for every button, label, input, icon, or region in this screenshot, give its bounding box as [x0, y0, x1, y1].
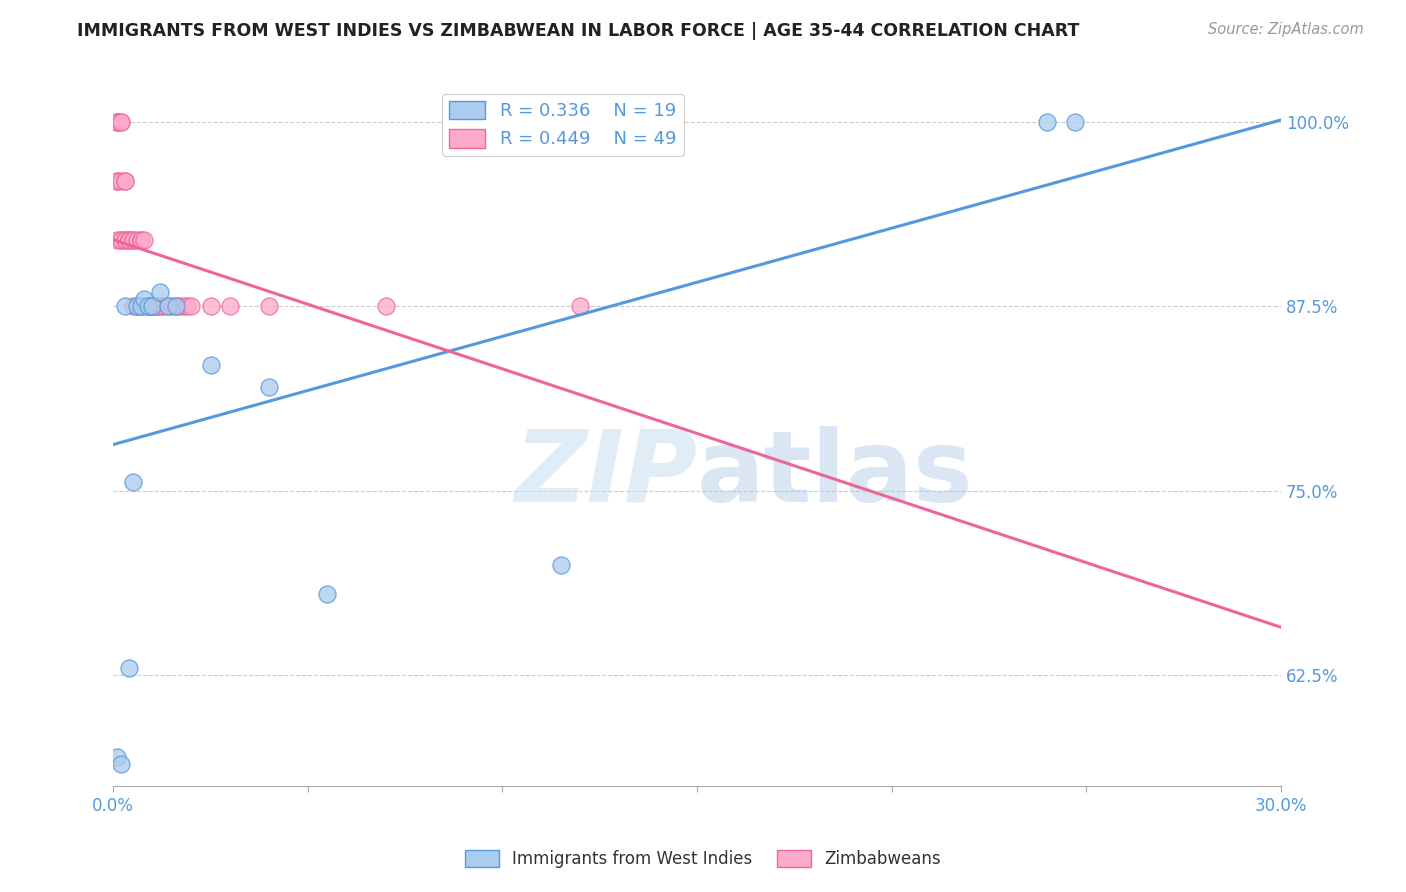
Legend: R = 0.336    N = 19, R = 0.449    N = 49: R = 0.336 N = 19, R = 0.449 N = 49	[441, 94, 683, 156]
Point	[172, 299, 194, 313]
Point	[118, 661, 141, 675]
Point	[129, 299, 152, 313]
Point	[105, 114, 128, 128]
Point	[105, 174, 128, 188]
Point	[156, 299, 179, 313]
Point	[105, 114, 128, 128]
Legend: Immigrants from West Indies, Zimbabweans: Immigrants from West Indies, Zimbabweans	[458, 843, 948, 875]
Point	[110, 756, 132, 771]
Point	[1036, 114, 1059, 128]
Point	[141, 299, 163, 313]
Point	[550, 558, 572, 572]
Point	[257, 380, 280, 394]
Point	[114, 233, 136, 247]
Point	[149, 285, 172, 299]
Point	[134, 292, 156, 306]
Point	[141, 299, 163, 313]
Point	[136, 299, 159, 313]
Point	[149, 299, 172, 313]
Point	[121, 299, 143, 313]
Point	[118, 233, 141, 247]
Point	[129, 233, 152, 247]
Point	[136, 299, 159, 313]
Point	[110, 233, 132, 247]
Point	[257, 299, 280, 313]
Point	[156, 299, 179, 313]
Point	[374, 299, 396, 313]
Text: ZIP: ZIP	[515, 425, 697, 523]
Point	[125, 299, 148, 313]
Text: IMMIGRANTS FROM WEST INDIES VS ZIMBABWEAN IN LABOR FORCE | AGE 35-44 CORRELATION: IMMIGRANTS FROM WEST INDIES VS ZIMBABWEA…	[77, 22, 1080, 40]
Point	[125, 233, 148, 247]
Text: Source: ZipAtlas.com: Source: ZipAtlas.com	[1208, 22, 1364, 37]
Point	[110, 114, 132, 128]
Point	[165, 299, 187, 313]
Point	[110, 174, 132, 188]
Point	[145, 299, 167, 313]
Point	[114, 174, 136, 188]
Point	[121, 233, 143, 247]
Point	[105, 174, 128, 188]
Point	[169, 299, 191, 313]
Point	[118, 233, 141, 247]
Point	[136, 299, 159, 313]
Point	[180, 299, 202, 313]
Point	[141, 299, 163, 313]
Text: atlas: atlas	[697, 425, 974, 523]
Point	[176, 299, 198, 313]
Point	[114, 299, 136, 313]
Point	[200, 359, 222, 373]
Point	[125, 299, 148, 313]
Point	[1063, 114, 1085, 128]
Point	[114, 233, 136, 247]
Point	[114, 174, 136, 188]
Point	[105, 233, 128, 247]
Point	[149, 299, 172, 313]
Point	[105, 749, 128, 764]
Point	[569, 299, 592, 313]
Point	[134, 233, 156, 247]
Point	[121, 475, 143, 489]
Point	[160, 299, 183, 313]
Point	[165, 299, 187, 313]
Point	[129, 299, 152, 313]
Point	[110, 114, 132, 128]
Point	[118, 233, 141, 247]
Point	[200, 299, 222, 313]
Point	[219, 299, 242, 313]
Point	[153, 299, 176, 313]
Point	[134, 299, 156, 313]
Point	[105, 114, 128, 128]
Point	[121, 233, 143, 247]
Point	[110, 233, 132, 247]
Point	[316, 587, 339, 601]
Point	[145, 299, 167, 313]
Point	[129, 233, 152, 247]
